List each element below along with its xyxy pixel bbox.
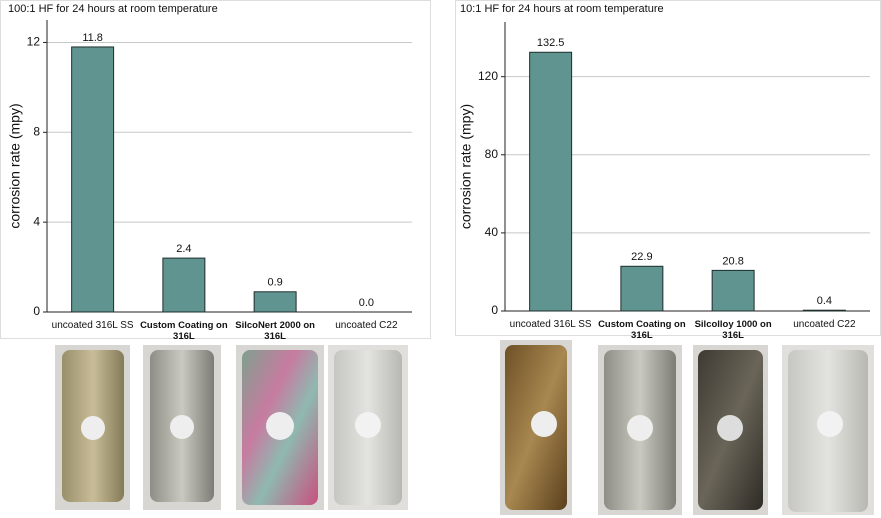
x-tick-label: uncoated 316L SS bbox=[509, 319, 592, 330]
coupon-hole bbox=[627, 415, 653, 441]
chart-title: 100:1 HF for 24 hours at room temperatur… bbox=[8, 3, 218, 15]
bar bbox=[529, 51, 573, 312]
y-tick-label: 80 bbox=[485, 147, 499, 161]
y-axis-label: corrosion rate (mpy) bbox=[458, 104, 474, 229]
bar bbox=[620, 265, 664, 312]
coupon-hole bbox=[266, 412, 294, 440]
x-tick-label: Silcolloy 1000 on 316L bbox=[694, 319, 772, 341]
coupon-hole bbox=[817, 411, 843, 437]
bar bbox=[162, 257, 206, 313]
value-label: 0.9 bbox=[267, 277, 282, 289]
x-tick-label: uncoated C22 bbox=[335, 320, 398, 331]
y-tick-label: 12 bbox=[27, 35, 41, 49]
y-axis-label: corrosion rate (mpy) bbox=[7, 103, 23, 228]
y-tick-label: 0 bbox=[491, 303, 498, 317]
value-label: 132.5 bbox=[537, 37, 565, 49]
photos bbox=[55, 340, 874, 515]
coupon-hole bbox=[170, 415, 194, 439]
coupon-hole bbox=[355, 412, 381, 438]
y-tick-label: 40 bbox=[485, 225, 499, 239]
value-label: 2.4 bbox=[176, 243, 191, 255]
value-label: 0.0 bbox=[359, 297, 374, 309]
x-tick-label: Custom Coating on 316L bbox=[140, 320, 228, 342]
y-tick-label: 4 bbox=[33, 214, 40, 228]
bar bbox=[253, 291, 297, 313]
value-label: 0.4 bbox=[817, 295, 832, 307]
x-tick-label: Custom Coating on 316L bbox=[598, 319, 686, 341]
x-tick-label: uncoated C22 bbox=[793, 319, 856, 330]
x-tick-label: uncoated 316L SS bbox=[51, 320, 134, 331]
y-tick-label: 8 bbox=[33, 124, 40, 138]
coupon-hole bbox=[531, 411, 557, 437]
coupon-hole bbox=[81, 416, 105, 440]
chart-title: 10:1 HF for 24 hours at room temperature bbox=[460, 3, 664, 15]
y-tick-label: 120 bbox=[478, 69, 498, 83]
coupon-hole bbox=[717, 415, 743, 441]
bar bbox=[711, 269, 755, 312]
value-label: 22.9 bbox=[631, 251, 652, 263]
panel-frame bbox=[455, 0, 881, 336]
x-tick-label: SilcoNert 2000 on 316L bbox=[235, 320, 315, 342]
y-tick-label: 0 bbox=[33, 304, 40, 318]
bar bbox=[71, 46, 115, 313]
value-label: 11.8 bbox=[82, 32, 103, 44]
value-label: 20.8 bbox=[722, 255, 743, 267]
bar bbox=[802, 309, 846, 312]
panel-frame bbox=[0, 0, 431, 339]
